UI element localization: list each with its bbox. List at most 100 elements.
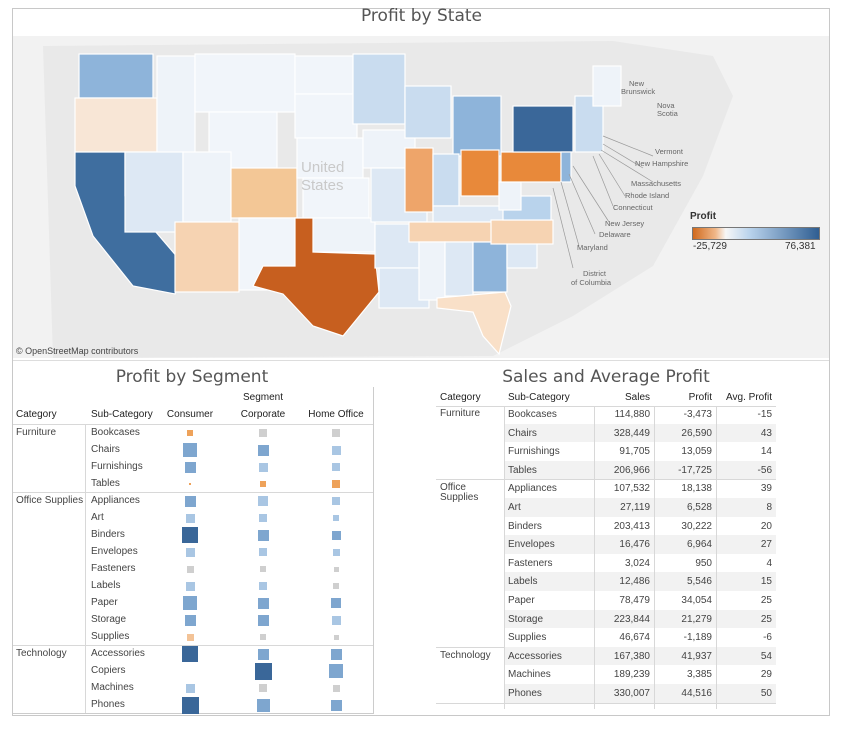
segment-mark[interactable] (333, 566, 339, 572)
segment-mark[interactable] (181, 696, 199, 714)
sales-value: 328,449 (613, 427, 650, 439)
sales-subcategory: Furnishings (508, 446, 560, 458)
segment-mark[interactable] (185, 547, 195, 557)
segment-mark[interactable] (259, 514, 267, 522)
map-title: Profit by State (360, 6, 482, 26)
segment-mark[interactable] (186, 633, 194, 641)
segment-mark[interactable] (332, 548, 340, 556)
segment-mark[interactable] (254, 662, 272, 680)
country-label-2: States (301, 177, 344, 194)
sales-col-subcategory: Sub-Category (508, 392, 570, 403)
profit-value: 34,054 (681, 595, 712, 606)
segment-mark[interactable] (258, 496, 268, 506)
segment-mark[interactable] (184, 614, 196, 626)
state-south-dakota (294, 93, 358, 139)
segment-mark[interactable] (257, 648, 269, 660)
grid-line (716, 406, 717, 709)
segment-subcategory: Fasteners (91, 563, 136, 574)
segment-mark[interactable] (329, 664, 343, 678)
segment-mark[interactable] (332, 480, 340, 488)
avg-profit-value: 15 (760, 576, 772, 588)
segment-mark[interactable] (259, 582, 267, 590)
segment-mark[interactable] (260, 634, 266, 640)
sales-col-profit: Profit (688, 392, 712, 403)
row-stripe (504, 498, 776, 517)
profit-map[interactable]: United States New Brunswick Nova Scotia … (13, 36, 829, 358)
segment-mark[interactable] (332, 463, 340, 471)
callout-nova-scotia-2: Scotia (657, 109, 679, 118)
row-stripe (504, 684, 776, 703)
profit-value: 6,528 (686, 502, 712, 513)
avg-profit-value: -56 (757, 464, 772, 476)
state-washington (78, 53, 154, 99)
segment-mark[interactable] (185, 683, 195, 693)
segment-mark[interactable] (182, 646, 198, 662)
segment-mark[interactable] (260, 566, 266, 572)
grid-line (436, 702, 776, 704)
avg-profit-value: 27 (760, 539, 772, 551)
sales-category: Technology (440, 649, 491, 661)
col-segment-1: Corporate (240, 409, 286, 420)
map-svg: United States New Brunswick Nova Scotia … (13, 36, 829, 358)
callout-new-jersey: New Jersey (605, 219, 644, 228)
segment-mark[interactable] (333, 515, 339, 521)
state-idaho (156, 55, 196, 155)
segment-mark[interactable] (259, 429, 267, 437)
segment-mark[interactable] (183, 596, 197, 610)
sales-value: 12,486 (619, 576, 650, 588)
callout-maryland: Maryland (577, 243, 608, 252)
sales-subcategory: Binders (508, 520, 542, 532)
sales-subcategory: Tables (508, 464, 537, 476)
segment-mark[interactable] (257, 614, 269, 626)
segment-mark[interactable] (332, 684, 340, 692)
segment-mark[interactable] (182, 527, 198, 543)
segment-mark[interactable] (331, 445, 341, 455)
sales-value: 206,966 (613, 464, 650, 476)
segment-mark[interactable] (333, 583, 339, 589)
segment-mark[interactable] (260, 481, 266, 487)
sales-col-sales: Sales (624, 392, 650, 403)
segment-subcategory: Tables (91, 478, 120, 489)
segment-mark[interactable] (184, 495, 196, 507)
sales-subcategory: Accessories (508, 650, 562, 662)
segment-mark[interactable] (186, 565, 194, 573)
state-mississippi (418, 241, 446, 301)
segment-mark[interactable] (185, 581, 195, 591)
segment-mark[interactable] (258, 462, 268, 472)
sales-subcategory: Fasteners (508, 557, 553, 569)
segment-mark[interactable] (259, 684, 267, 692)
state-texas (252, 217, 380, 337)
segment-mark[interactable] (332, 429, 340, 437)
segment-mark[interactable] (183, 443, 197, 457)
segment-mark[interactable] (331, 615, 341, 625)
map-attribution[interactable]: © OpenStreetMap contributors (16, 346, 139, 356)
sales-value: 78,479 (619, 595, 650, 606)
segment-mark[interactable] (331, 598, 341, 608)
segment-mark[interactable] (189, 483, 191, 485)
sales-value: 223,844 (613, 613, 650, 625)
profit-value: 21,279 (681, 613, 712, 625)
segment-mark[interactable] (332, 497, 340, 505)
segment-mark[interactable] (257, 444, 269, 456)
segment-mark[interactable] (259, 548, 267, 556)
segment-mark[interactable] (187, 430, 193, 436)
sales-value: 16,476 (619, 539, 650, 551)
segment-mark[interactable] (257, 529, 269, 541)
row-stripe (504, 646, 776, 666)
segment-mark[interactable] (185, 513, 195, 523)
segment-mark[interactable] (257, 597, 269, 609)
segment-mark[interactable] (256, 698, 270, 712)
segment-mark[interactable] (331, 530, 341, 540)
segment-subcategory: Accessories (91, 648, 145, 659)
sales-value: 91,705 (619, 446, 650, 458)
grid-line (13, 645, 373, 646)
segment-subcategory: Machines (91, 682, 134, 693)
legend-color-bar[interactable] (692, 227, 820, 240)
segment-mark[interactable] (184, 461, 196, 473)
segment-mark[interactable] (333, 634, 339, 640)
grid-line (13, 424, 373, 425)
segment-mark[interactable] (330, 699, 342, 711)
profit-value: 5,546 (686, 576, 712, 588)
sales-avg-profit-table: Category Sub-Category Sales Profit Avg. Prof… (436, 387, 776, 709)
segment-mark[interactable] (330, 648, 342, 660)
